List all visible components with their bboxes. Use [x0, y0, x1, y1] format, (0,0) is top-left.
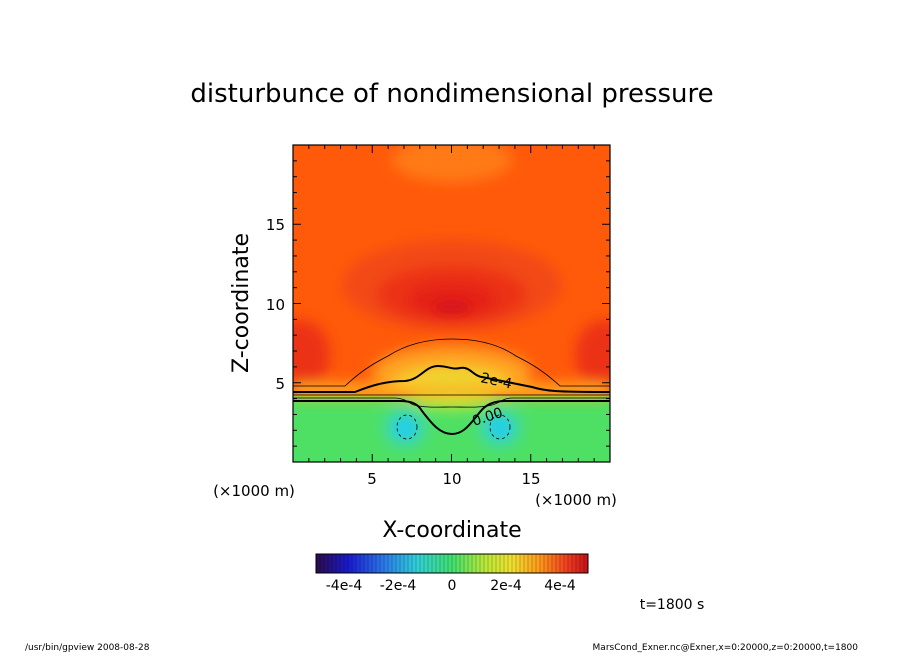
contour-2e-4: [293, 364, 610, 393]
x-tick-label: 10: [442, 470, 461, 488]
footer-right: MarsCond_Exner.nc@Exner,x=0:20000,z=0:20…: [593, 643, 859, 653]
contour-label: 2e-4: [479, 370, 513, 392]
axis-ticks: [293, 145, 610, 462]
heatmap-field: [293, 145, 610, 462]
colorbar-tick-label: 4e-4: [544, 578, 576, 594]
contour-negative-right: [489, 414, 511, 440]
y-unit-label: (×1000 m): [213, 482, 295, 500]
x-tick-label: 15: [521, 470, 540, 488]
colorbar-tick-label: 2e-4: [490, 578, 522, 594]
x-unit-label: (×1000 m): [535, 491, 617, 509]
colorbar-tick-label: -2e-4: [380, 578, 417, 594]
contour-negative-left: [396, 414, 418, 440]
x-axis-label: X-coordinate: [382, 518, 521, 543]
footer-left: /usr/bin/gpview 2008-08-28: [25, 643, 150, 653]
contour-zero: [293, 400, 610, 436]
y-tick-label: 5: [275, 375, 285, 393]
x-tick-label: 5: [367, 470, 377, 488]
time-label: t=1800 s: [640, 597, 705, 613]
colorbar: [315, 553, 589, 574]
y-axis-label: Z-coordinate: [229, 233, 254, 373]
y-tick-label: 15: [266, 216, 285, 234]
contour-thin-lower: [293, 397, 610, 408]
chart-title: disturbunce of nondimensional pressure: [190, 79, 713, 109]
colorbar-tick-label: -4e-4: [326, 578, 363, 594]
contour-thin-upper: [293, 338, 610, 387]
colorbar-tick-label: 0: [448, 578, 457, 594]
contour-lines: [293, 338, 610, 440]
y-tick-label: 10: [266, 296, 285, 314]
